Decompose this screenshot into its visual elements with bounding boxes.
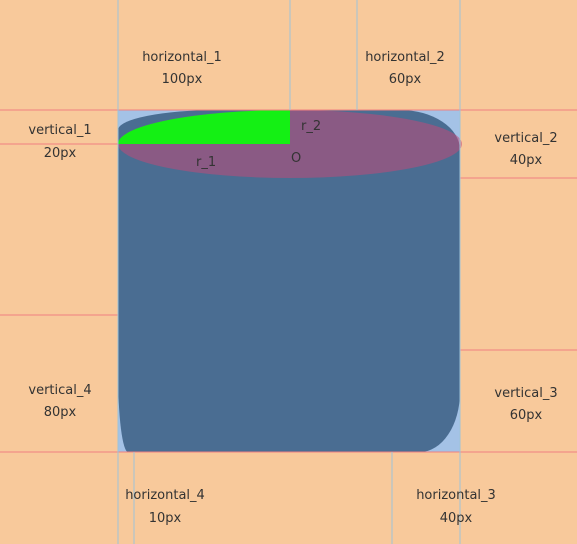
label-vertical-3-value: 60px bbox=[510, 408, 543, 423]
label-vertical-2-value: 40px bbox=[510, 153, 543, 168]
label-horizontal-2-value: 60px bbox=[389, 72, 422, 87]
label-horizontal-4-value: 10px bbox=[149, 511, 182, 526]
vertical-guides bbox=[117, 0, 461, 544]
label-vertical-3-name: vertical_3 bbox=[494, 386, 557, 401]
label-horizontal-2-name: horizontal_2 bbox=[365, 50, 445, 65]
label-vertical-4-name: vertical_4 bbox=[28, 383, 91, 398]
radius-label-r2: r_2 bbox=[301, 119, 321, 134]
label-vertical-2-name: vertical_2 bbox=[494, 131, 557, 146]
label-horizontal-3-value: 40px bbox=[440, 511, 473, 526]
label-vertical-1-value: 20px bbox=[44, 146, 77, 161]
label-vertical-1-name: vertical_1 bbox=[28, 123, 91, 138]
label-horizontal-4-name: horizontal_4 bbox=[125, 488, 205, 503]
origin-label: O bbox=[291, 151, 301, 166]
radius-label-r1: r_1 bbox=[196, 155, 216, 170]
label-vertical-4-value: 80px bbox=[44, 405, 77, 420]
label-horizontal-1-value: 100px bbox=[162, 72, 203, 87]
quarter-ellipse bbox=[118, 110, 290, 144]
label-horizontal-3-name: horizontal_3 bbox=[416, 488, 496, 503]
label-horizontal-1-name: horizontal_1 bbox=[142, 50, 222, 65]
horizontal-guides bbox=[0, 109, 577, 453]
rounded-shape bbox=[118, 110, 460, 452]
